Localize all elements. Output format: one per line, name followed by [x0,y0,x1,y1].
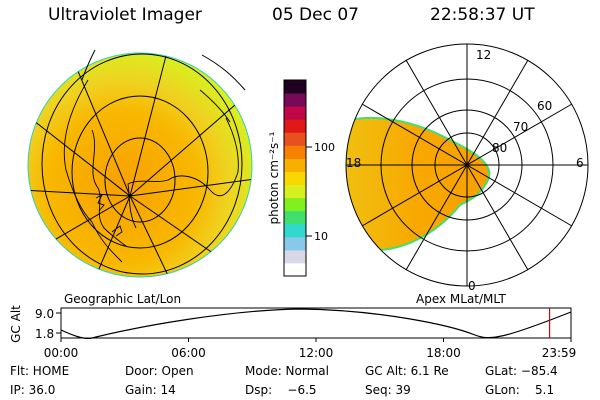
altitude-xtick-label: 00:00 [44,346,79,360]
altitude-xtick-label: 23:59 [542,346,577,360]
colorbar-stripe [284,80,306,94]
altitude-xtick-label: 18:00 [426,346,461,360]
altitude-plot-frame [60,307,572,339]
door-info: Door: Open [125,364,194,378]
colorbar-stripe [284,223,306,238]
gain-info: Gain: 14 [125,383,176,397]
colorbar-tick-100: 100 [314,141,335,154]
colorbar-stripe [284,262,306,277]
colorbar-stripe [284,210,306,225]
mlt-label-18: 18 [346,156,361,170]
altitude-ytick-max: 9.0 [35,307,54,321]
mode-info: Mode: Normal [245,364,329,378]
instrument-title: Ultraviolet Imager [48,5,202,25]
mlt-label-0: 0 [468,279,476,293]
colorbar-tick-10: 10 [314,230,328,243]
polar-grid [345,43,589,287]
colorbar-stripe [284,197,306,212]
colorbar-stripe [284,158,306,172]
altitude-xticks: 00:00 06:00 12:00 18:00 23:59 [44,338,577,360]
gc-altitude-info: GC Alt: 6.1 Re [365,364,449,378]
lat-label-70: 70 [513,120,528,134]
geographic-panel [27,49,253,278]
colorbar-stripe [284,184,306,199]
colorbar-stripe [284,119,306,133]
sequence-info: Seq: 39 [365,383,411,397]
mlt-label-6: 6 [576,156,584,170]
altitude-plot: 9.0 1.8 GC Alt 00:00 06:00 12:00 18:00 23:59 [9,305,576,360]
colorbar: 100 10 photon cm⁻²s⁻¹ [267,79,335,277]
colorbar-unit-label: photon cm⁻²s⁻¹ [267,131,281,224]
geo-latitude-info: GLat: −85.4 [485,364,558,378]
altitude-ytick-min: 1.8 [35,327,54,341]
colorbar-stripe [284,171,306,186]
colorbar-stripe [284,93,306,107]
mlt-label-12: 12 [476,48,491,62]
geographic-caption: Geographic Lat/Lon [64,292,181,306]
altitude-xtick-label: 12:00 [299,346,334,360]
flight-info: Flt: HOME [10,364,70,378]
colorbar-stripe [284,249,306,264]
date-label: 05 Dec 07 [272,5,359,25]
geographic-image-disk [27,52,253,278]
ip-info: IP: 36.0 [10,383,56,397]
dsp-info: Dsp: −6.5 [245,383,317,397]
colorbar-stripe [284,106,306,120]
lat-label-60: 60 [537,99,552,113]
time-label: 22:58:37 UT [430,5,535,25]
altitude-curve [60,308,572,340]
altitude-ylabel: GC Alt [9,305,23,343]
magnetic-panel: 12 18 6 0 60 70 80 [345,43,589,293]
colorbar-stripe [284,132,306,146]
colorbar-stripe [284,236,306,251]
altitude-xtick-label: 06:00 [171,346,206,360]
magnetic-caption: Apex MLat/MLT [416,292,506,306]
lat-label-80: 80 [492,141,507,155]
auroral-oval-image [346,116,491,252]
colorbar-stripe [284,145,306,159]
geo-longitude-info: GLon: 5.1 [485,383,555,397]
